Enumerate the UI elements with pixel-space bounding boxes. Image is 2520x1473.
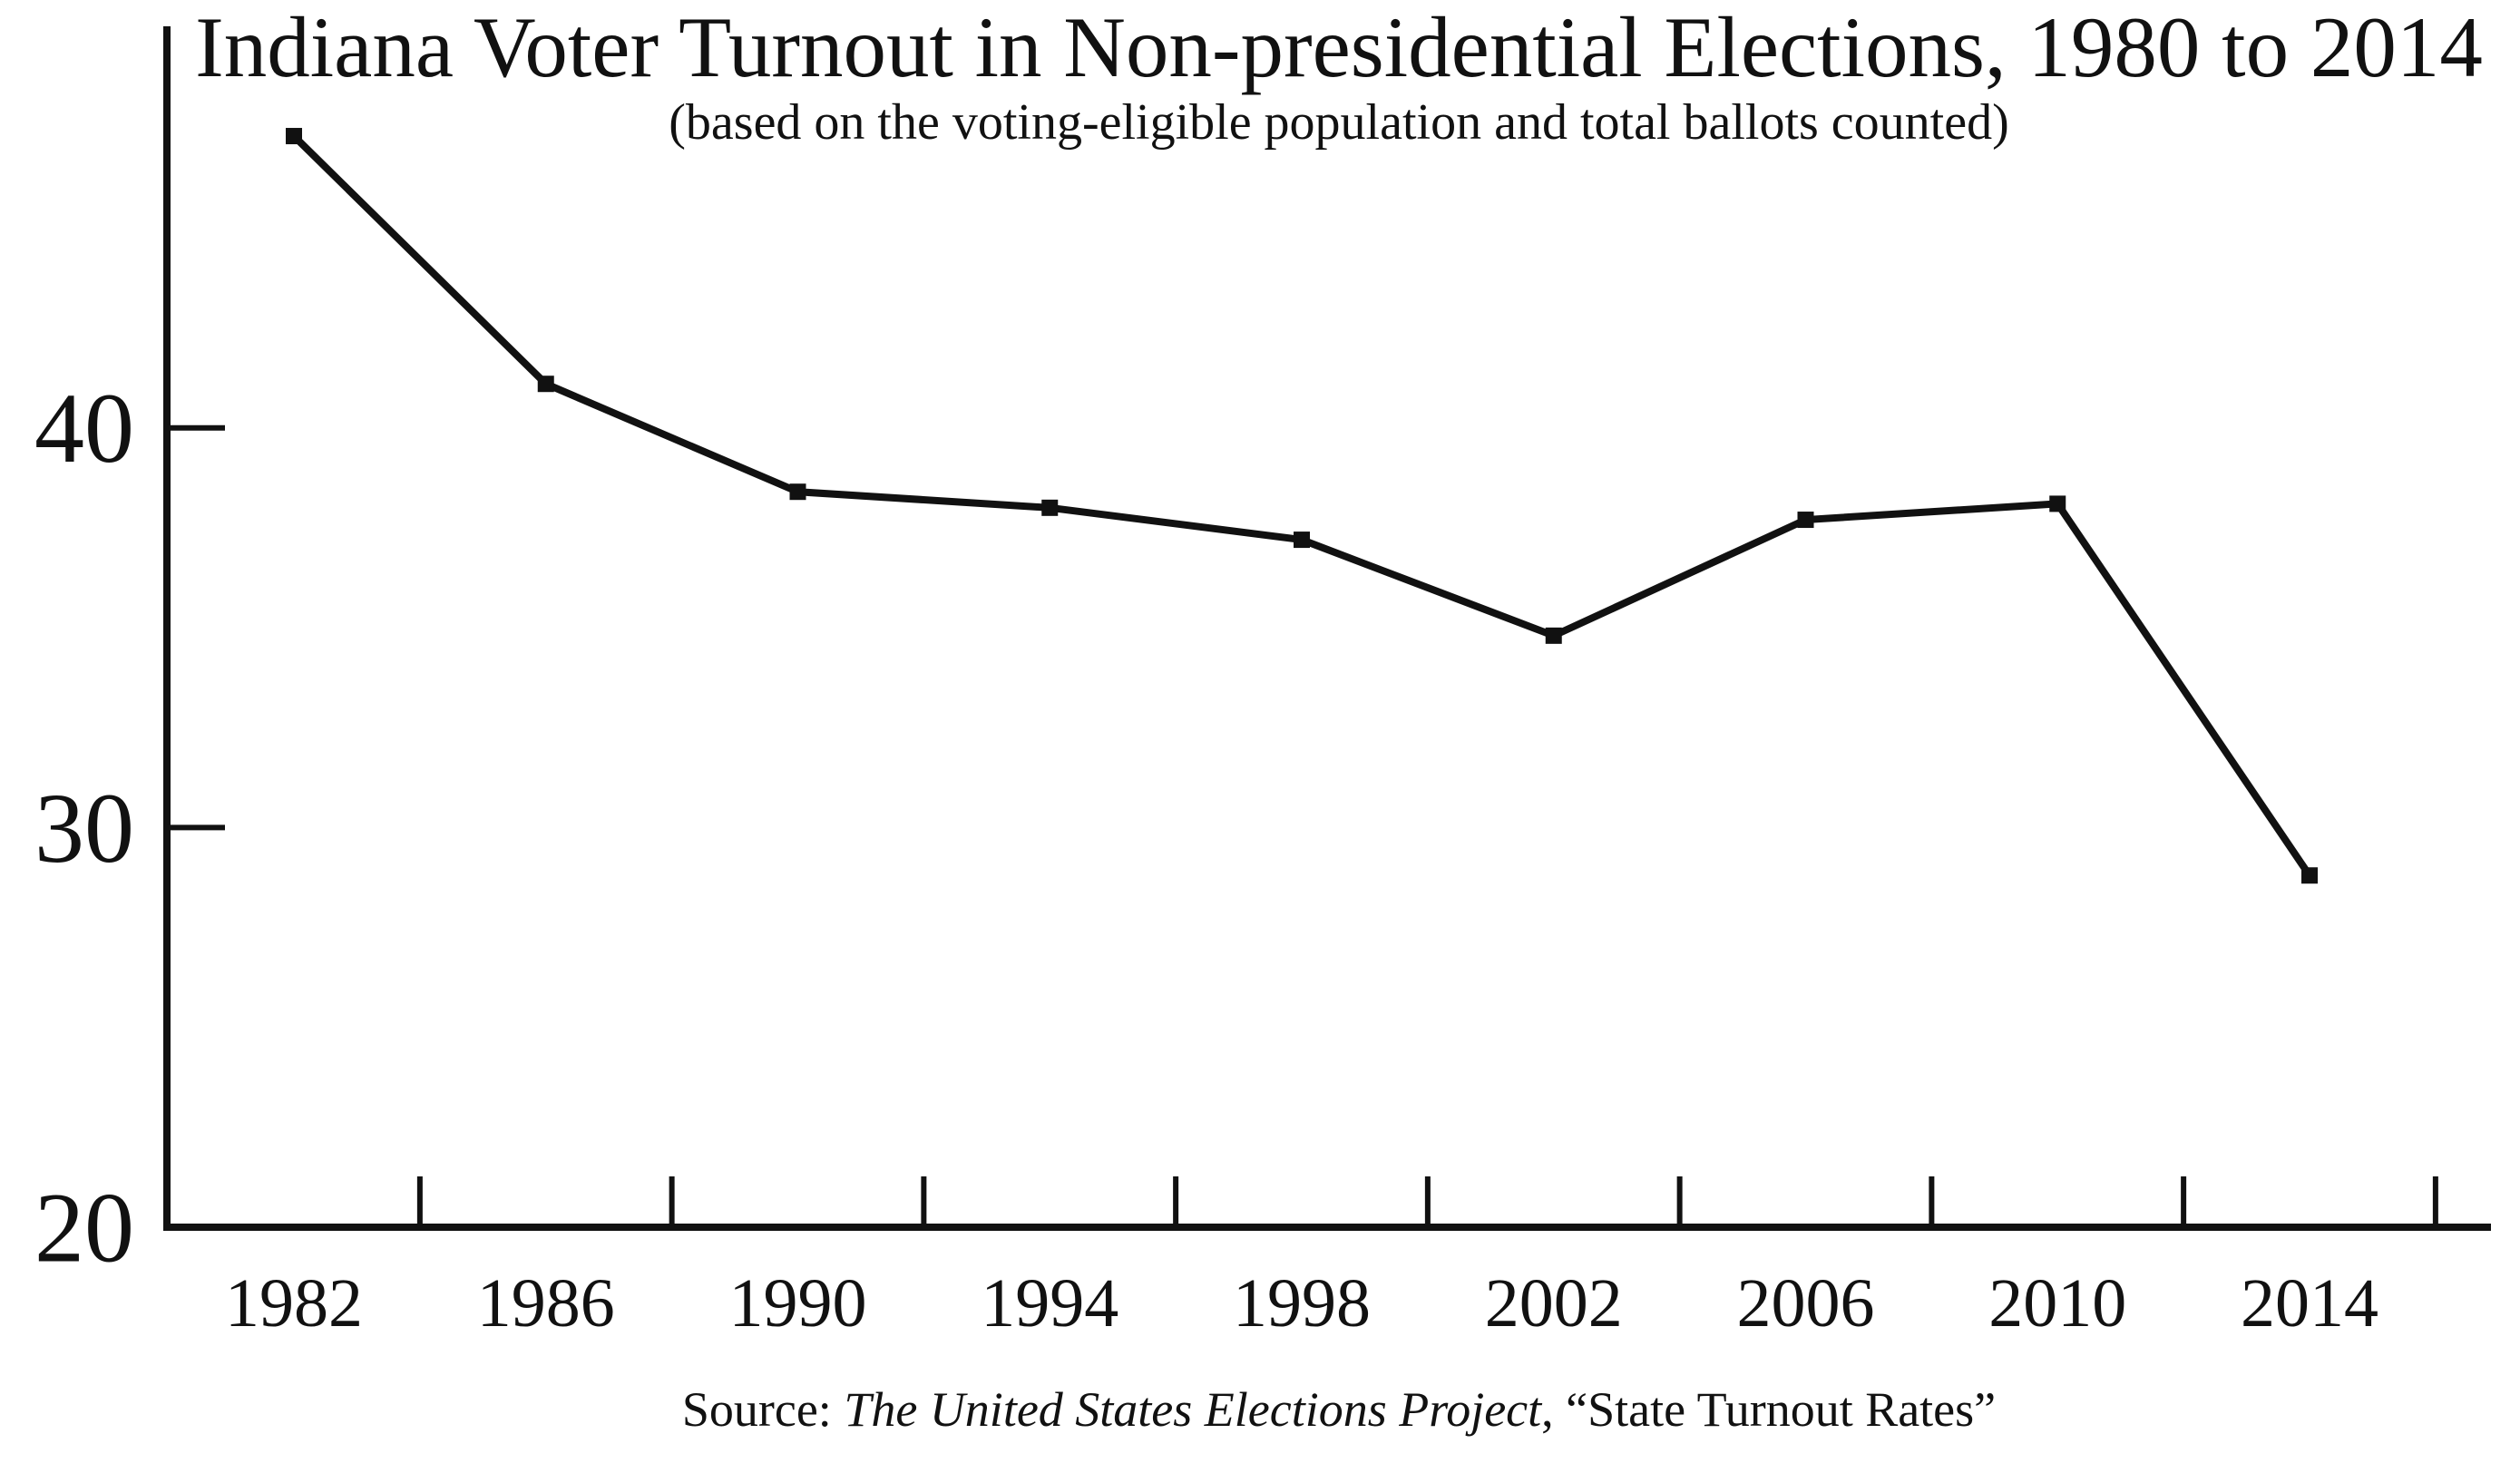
chart-title: Indiana Voter Turnout in Non-presidentia… [195, 0, 2483, 95]
x-tick-label: 2006 [1737, 1265, 1875, 1341]
chart-subtitle: (based on the voting-eligible population… [669, 94, 2009, 151]
source-note: Source: The United States Elections Proj… [167, 1382, 2511, 1437]
data-point-marker [1545, 627, 1562, 644]
turnout-line [291, 133, 2313, 878]
data-point-marker [789, 483, 806, 501]
source-prefix: Source: [681, 1382, 845, 1437]
data-point-marker [1797, 512, 1814, 529]
y-tick-label: 40 [34, 373, 134, 483]
x-tick-label: 2014 [2241, 1265, 2378, 1341]
x-tick-label: 1986 [477, 1265, 615, 1341]
y-tick-label: 30 [34, 773, 134, 883]
source-suffix: , “State Turnout Rates” [1541, 1382, 1997, 1437]
x-tick-label: 1982 [225, 1265, 363, 1341]
data-point-marker [537, 376, 554, 393]
data-point-marker [1294, 532, 1310, 549]
y-tick-label: 20 [34, 1172, 134, 1283]
data-point-marker [286, 128, 302, 145]
data-point-marker [2301, 867, 2318, 884]
data-point-marker [2049, 495, 2066, 512]
x-tick-label: 1994 [981, 1265, 1118, 1341]
data-point-marker [1041, 499, 1059, 516]
x-tick-label: 1998 [1233, 1265, 1371, 1341]
x-tick-label: 1990 [729, 1265, 867, 1341]
x-tick-label: 2010 [1988, 1265, 2126, 1341]
source-italic-title: The United States Elections Project [844, 1382, 1542, 1437]
x-tick-label: 2002 [1485, 1265, 1623, 1341]
